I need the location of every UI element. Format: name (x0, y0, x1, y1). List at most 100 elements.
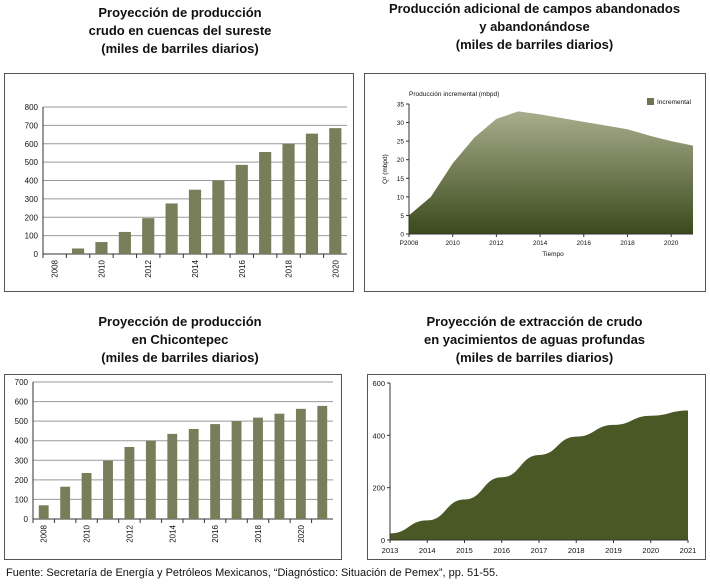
y-tick-label: 5 (400, 213, 404, 220)
chart-box-chicontepec: 0 100 200 300 400 500 600 700 2008 2010 2012 2014 20… (4, 374, 342, 560)
bar (71, 248, 85, 254)
title-line: (miles de barriles diarios) (455, 350, 614, 365)
y-tick-label: 25 (397, 139, 405, 146)
title-line: (miles de barriles diarios) (455, 37, 614, 52)
y-tick-label: 200 (25, 213, 39, 222)
x-tick-label: 2008 (51, 259, 60, 277)
x-tick-label: 2008 (40, 524, 49, 542)
bar (329, 128, 342, 254)
bar (60, 486, 71, 519)
bar (188, 189, 202, 254)
bar (103, 460, 113, 519)
chart-title-southeast: Proyección de producción crudo en cuenca… (5, 4, 355, 58)
title-line: y abandonándose (479, 19, 590, 34)
bar (235, 164, 248, 254)
y-tick-label: 300 (25, 195, 39, 204)
title-line: (miles de barriles diarios) (101, 350, 259, 365)
inner-chart-title: Producción incremental (mbpd) (409, 91, 499, 98)
y-tick-label: 20 (397, 157, 405, 164)
southeast-bar-chart: 0 100 200 300 400 500 600 700 800 2008 2010 2012 201… (25, 103, 347, 278)
bar (212, 180, 225, 254)
y-tick-label: 400 (15, 437, 29, 446)
y-tick-label: 300 (15, 456, 29, 465)
x-tick-label: 2020 (331, 259, 340, 277)
y-tick-label: 15 (397, 176, 405, 183)
y-tick-label: 200 (15, 476, 29, 485)
x-tick-label: 2012 (144, 259, 153, 277)
title-line: en yacimientos de aguas profundas (423, 332, 646, 347)
x-tick-label: 2016 (493, 546, 510, 555)
chart-box-southeast: 0 100 200 300 400 500 600 700 800 2008 2010 2012 201… (4, 73, 354, 292)
x-tick-label: 2012 (125, 524, 134, 542)
y-tick-label: 0 (400, 232, 404, 239)
x-axis-label: Tiempo (542, 251, 564, 258)
x-tick-label: 2010 (97, 259, 106, 277)
bar (38, 505, 49, 519)
bar (142, 218, 155, 254)
bar (81, 473, 92, 519)
title-line: Proyección de producción (98, 314, 262, 329)
y-tick-label: 100 (25, 232, 39, 241)
x-tick-label: 2010 (445, 240, 460, 247)
bar (188, 428, 199, 519)
abandoned-area-chart: 0 5 10 15 20 25 30 35 P2008 2010 2012 2014 2016 2018 2… (382, 91, 693, 258)
title-line: crudo en cuencas del sureste (88, 23, 272, 38)
y-tick-label: 100 (15, 495, 29, 504)
x-tick-label: 2014 (191, 259, 200, 277)
y-tick-label: 800 (25, 103, 39, 112)
source-footnote: Fuente: Secretaría de Energía y Petróleo… (6, 567, 499, 579)
bar (167, 433, 178, 519)
area-series-deepwater (390, 410, 688, 540)
y-tick-label: 10 (397, 194, 405, 201)
y-tick-label: 500 (25, 158, 39, 167)
x-tick-label: 2015 (456, 546, 473, 555)
bar (165, 203, 178, 254)
y-tick-label: 500 (15, 417, 29, 426)
title-line: Proyección de producción (98, 5, 262, 20)
chart-title-deepwater: Proyección de extracción de crudo en yac… (362, 313, 707, 367)
area-series-incremental (409, 111, 693, 234)
x-tick-label: P2008 (400, 240, 419, 247)
title-line: Producción adicional de campos abandonad… (388, 1, 681, 16)
title-line: Proyección de extracción de crudo (426, 314, 643, 329)
x-tick-label: 2018 (254, 524, 263, 542)
x-tick-label: 2014 (533, 240, 548, 247)
bar (317, 405, 328, 519)
y-tick-label: 35 (397, 102, 405, 109)
x-tick-label: 2016 (238, 259, 247, 277)
y-tick-label: 400 (372, 431, 385, 440)
bar (118, 231, 131, 254)
bar (95, 242, 108, 254)
title-line: en Chicontepec (131, 332, 229, 347)
legend-swatch (647, 98, 654, 105)
bar (259, 152, 272, 254)
y-tick-label: 0 (34, 250, 39, 259)
chart-title-chicontepec: Proyección de producción en Chicontepec … (5, 313, 355, 367)
x-tick-label: 2021 (680, 546, 697, 555)
y-tick-label: 0 (24, 515, 29, 524)
x-tick-label: 2020 (642, 546, 659, 555)
bar (253, 417, 263, 519)
x-tick-label: 2012 (489, 240, 504, 247)
x-tick-label: 2014 (419, 546, 436, 555)
chart-title-abandoned: Producción adicional de campos abandonad… (362, 0, 707, 54)
chicontepec-bar-chart: 0 100 200 300 400 500 600 700 2008 2010 2012 2014 20… (15, 378, 333, 543)
bar (295, 408, 306, 519)
x-tick-label: 2018 (568, 546, 585, 555)
bar (231, 421, 242, 519)
bar (274, 413, 285, 519)
y-tick-label: 0 (381, 536, 385, 545)
x-tick-label: 2016 (577, 240, 592, 247)
bar (124, 446, 135, 519)
x-tick-label: 2020 (664, 240, 679, 247)
x-tick-label: 2018 (285, 259, 294, 277)
title-line: (miles de barriles diarios) (101, 41, 259, 56)
chart-box-deepwater: 0 200 400 600 2013 2014 2015 2016 2017 2018 2019 20… (367, 374, 706, 560)
x-tick-label: 2010 (83, 524, 92, 542)
legend-label: Incremental (657, 99, 692, 106)
bar (305, 133, 319, 254)
chart-box-abandoned: 0 5 10 15 20 25 30 35 P2008 2010 2012 2014 2016 2018 2… (364, 73, 706, 292)
x-tick-label: 2018 (620, 240, 635, 247)
x-tick-label: 2013 (382, 546, 399, 555)
x-tick-label: 2020 (297, 524, 306, 542)
